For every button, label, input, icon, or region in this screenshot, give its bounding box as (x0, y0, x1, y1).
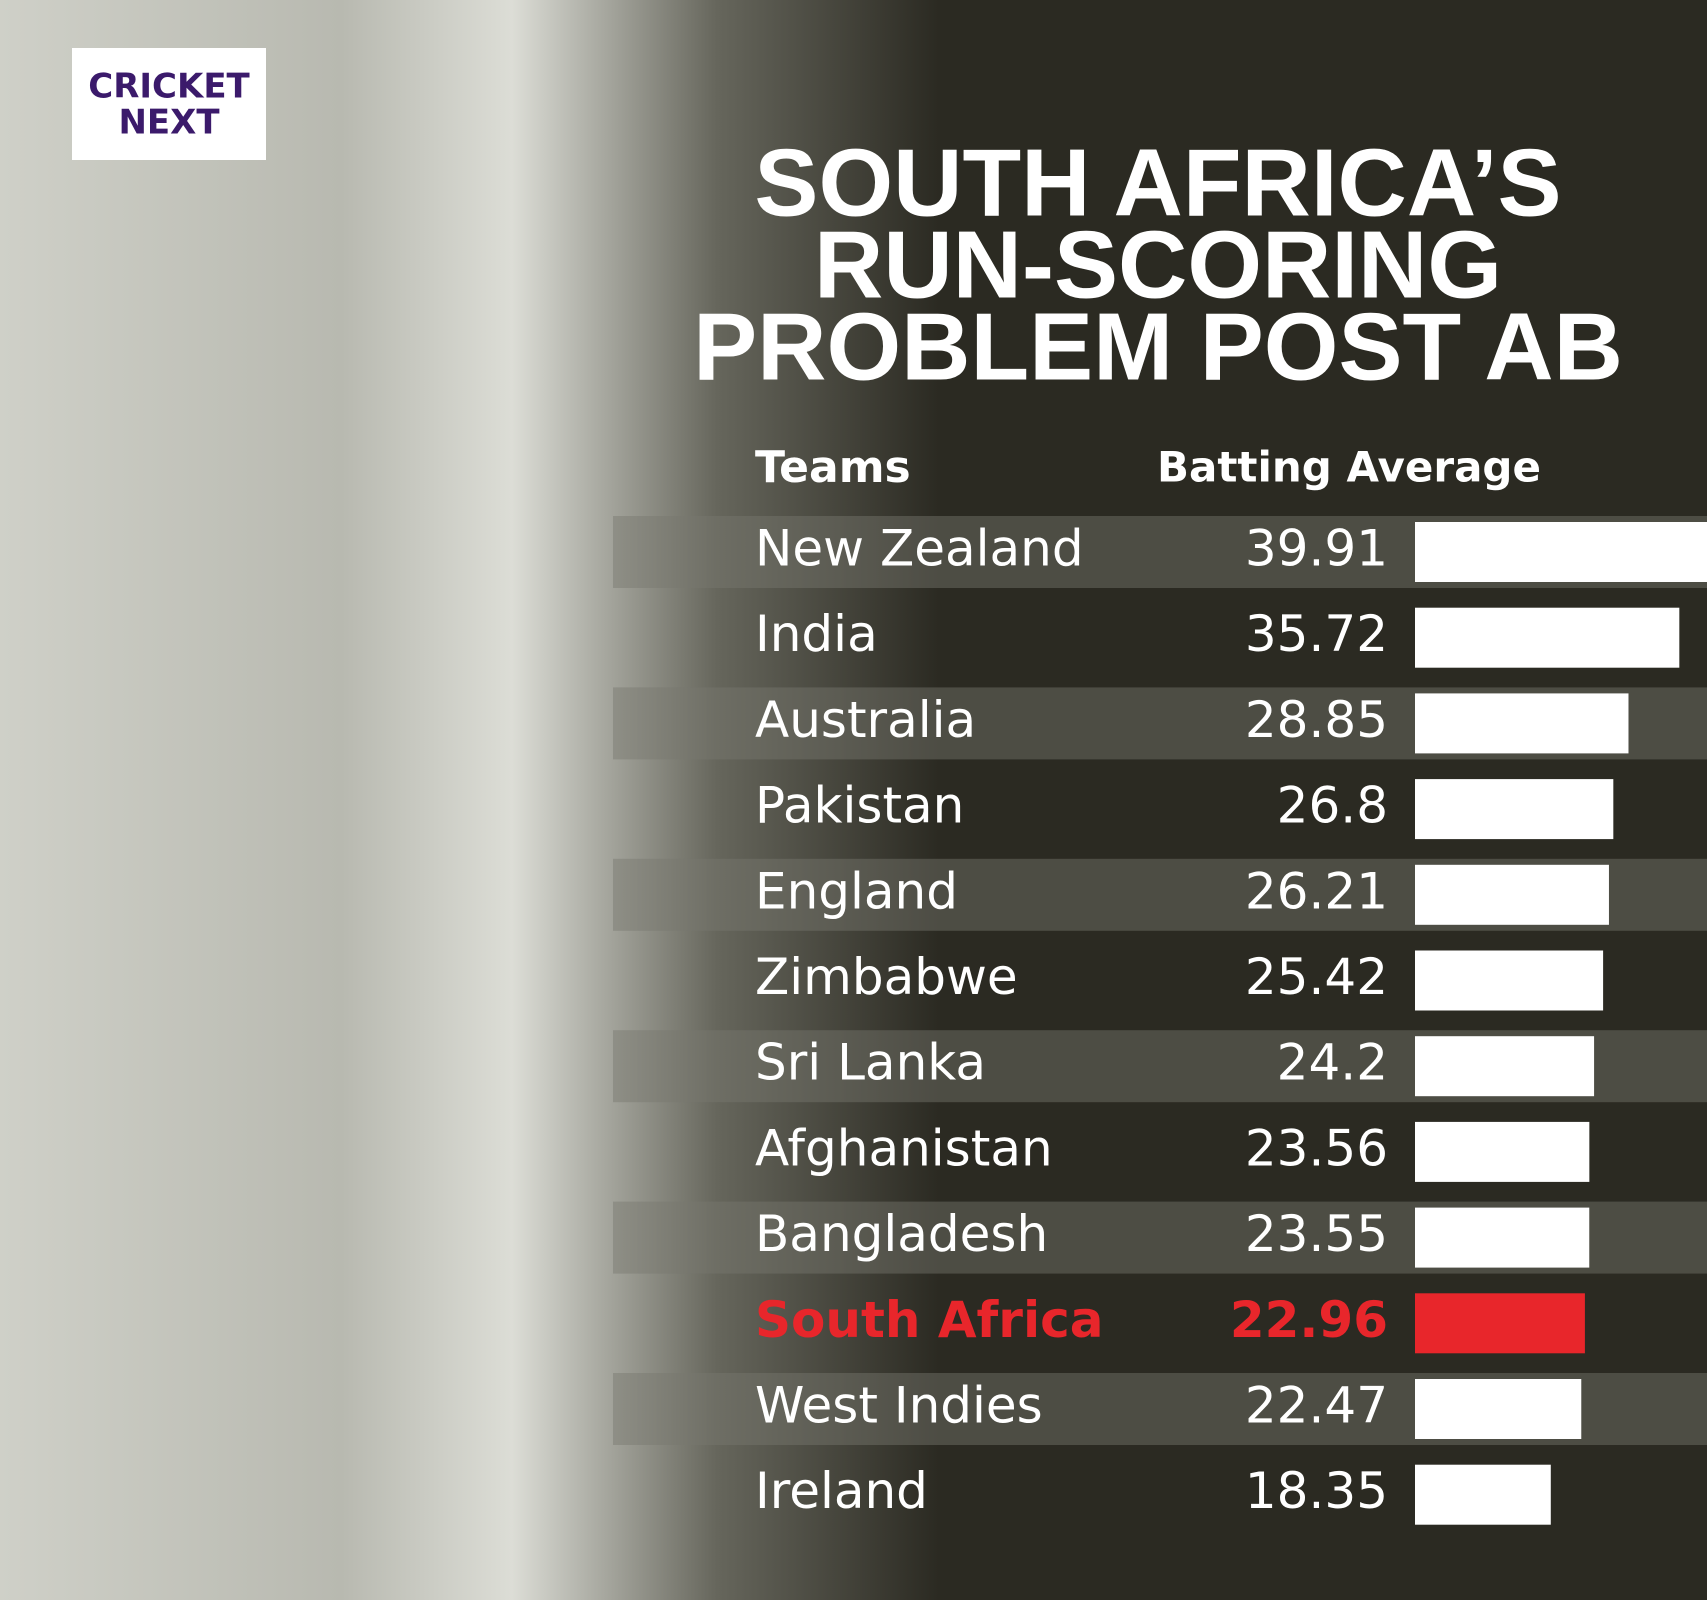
logo-box (72, 48, 266, 160)
value-label: 28.85 (1245, 691, 1388, 749)
bar (1415, 607, 1680, 668)
column-header: Teams (755, 442, 911, 493)
bar (1415, 1036, 1595, 1097)
value-label: 35.72 (1245, 605, 1388, 663)
title-line: RUN-SCORING (814, 211, 1502, 318)
team-label: South Africa (755, 1291, 1104, 1349)
value-label: 26.21 (1245, 862, 1388, 920)
value-label: 22.96 (1230, 1291, 1388, 1349)
bar (1415, 950, 1604, 1011)
team-label: Zimbabwe (755, 948, 1018, 1006)
team-label: Pakistan (755, 777, 964, 835)
team-label: Afghanistan (755, 1119, 1053, 1177)
team-label: Bangladesh (755, 1205, 1048, 1263)
bar (1415, 522, 1707, 582)
value-label: 25.42 (1245, 948, 1388, 1006)
bar (1415, 693, 1629, 754)
bar (1415, 1379, 1582, 1439)
value-label: 23.55 (1245, 1205, 1388, 1263)
title-line: SOUTH AFRICA’S (754, 129, 1561, 236)
team-label: West Indies (755, 1377, 1043, 1435)
title-line: PROBLEM POST AB (693, 293, 1623, 400)
bar (1415, 779, 1614, 840)
bar (1415, 1207, 1590, 1268)
value-label: 23.56 (1245, 1119, 1388, 1177)
logo: CRICKET NEXT (72, 48, 266, 160)
team-label: India (755, 605, 878, 663)
bar (1415, 1464, 1551, 1525)
value-label: 39.91 (1245, 520, 1388, 578)
bar (1415, 864, 1609, 925)
value-label: 18.35 (1245, 1462, 1388, 1520)
value-label: 24.2 (1277, 1034, 1388, 1092)
team-label: Australia (755, 691, 976, 749)
logo-text: CRICKET (88, 67, 250, 107)
team-label: New Zealand (755, 520, 1084, 578)
bar (1415, 1293, 1585, 1354)
value-label: 22.47 (1245, 1377, 1388, 1435)
column-header: Batting Average (1157, 443, 1541, 492)
bar (1415, 1121, 1590, 1182)
rows: New Zealand 39.91 India 35.72 Australia 28.85… (613, 516, 1707, 1525)
team-label: England (755, 862, 958, 920)
team-label: Sri Lanka (755, 1034, 986, 1092)
logo-text: NEXT (118, 103, 220, 143)
value-label: 26.8 (1277, 777, 1388, 835)
team-label: Ireland (755, 1462, 928, 1520)
